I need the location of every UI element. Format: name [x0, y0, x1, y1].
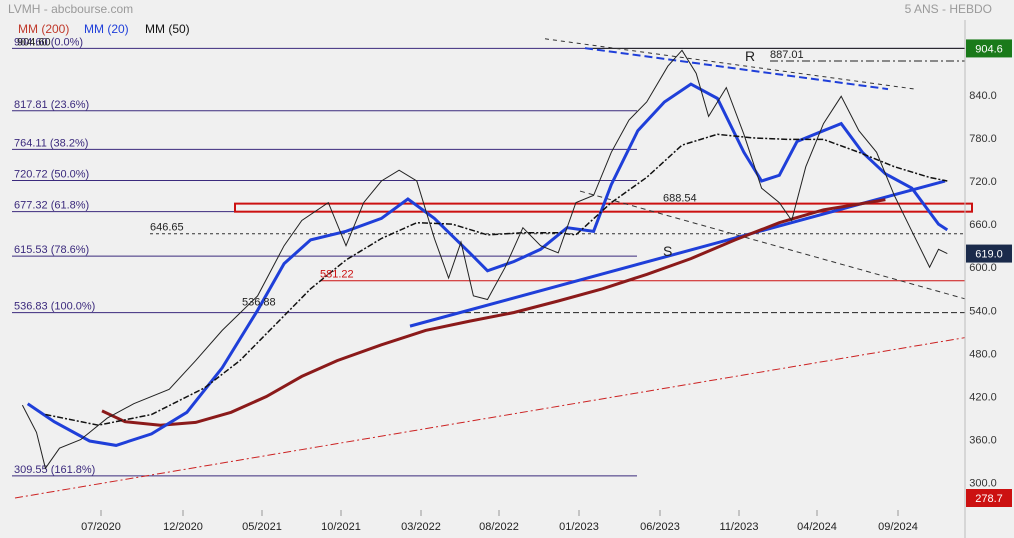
price-badge — [966, 489, 1012, 508]
annotation-label: 646.65 — [150, 222, 184, 234]
annotation-label: 581.22 — [320, 269, 354, 281]
fibonacci-label: 615.53 (78.6%) — [14, 244, 89, 256]
y-tick-label: 540.0 — [969, 305, 997, 317]
price-badge-label: 619.0 — [975, 249, 1003, 261]
x-tick-label: 06/2023 — [640, 521, 680, 533]
x-tick-label: 08/2022 — [479, 521, 519, 533]
fibonacci-label: 677.32 (61.8%) — [14, 200, 89, 212]
y-tick-label: 600.0 — [969, 262, 997, 274]
y-tick-label: 660.0 — [969, 219, 997, 231]
y-tick-label: 300.0 — [969, 478, 997, 490]
chart-period: 5 ANS - HEBDO — [905, 2, 992, 16]
y-tick-label: 360.0 — [969, 435, 997, 447]
moving-average-line — [101, 198, 886, 427]
fibonacci-label: 817.81 (23.6%) — [14, 99, 89, 111]
y-tick-label: 780.0 — [969, 133, 997, 145]
x-tick-label: 05/2021 — [242, 521, 282, 533]
fibonacci-label: 536.83 (100.0%) — [14, 301, 95, 313]
x-tick-label: 07/2020 — [81, 521, 121, 533]
fibonacci-label: 904.60 (0.0%) — [14, 36, 83, 48]
annotations: 904.60 887.01 688.54 646.65 581.22 536.88 R S — [17, 36, 804, 308]
x-tick-label: 09/2024 — [878, 521, 918, 533]
x-tick-label: 12/2020 — [163, 521, 203, 533]
price-badge — [966, 244, 1012, 263]
moving-average-line — [26, 82, 949, 447]
annotation-label: S — [663, 243, 672, 259]
price-badge-label: 278.7 — [975, 493, 1003, 505]
fibonacci-label: 309.55 (161.8%) — [14, 464, 95, 476]
x-tick-label: 10/2021 — [321, 521, 361, 533]
blue-resistance-trendline — [584, 47, 889, 91]
lower-dashed-trendline — [579, 190, 966, 300]
x-tick-label: 01/2023 — [559, 521, 599, 533]
series-lines — [21, 49, 949, 470]
x-tick-label: 11/2023 — [720, 521, 759, 533]
y-axis: 300.0 360.0 420.0 480.0 540.0 600.0 660.0 720.0… — [964, 20, 997, 538]
price-badges: 904.6 619.0 278.7 — [966, 39, 1012, 508]
moving-average-line — [45, 133, 948, 426]
long-term-support-line — [14, 337, 966, 499]
upper-dashed-trendline — [544, 38, 916, 90]
price-badge-label: 904.6 — [975, 43, 1003, 55]
y-tick-label: 840.0 — [969, 90, 997, 102]
legend-mm50: MM (50) — [145, 22, 190, 36]
fibonacci-label: 720.72 (50.0%) — [14, 169, 89, 181]
legend-mm200: MM (200) — [18, 22, 69, 36]
annotation-label: R — [745, 48, 755, 64]
fibonacci-label: 764.11 (38.2%) — [14, 137, 88, 149]
price-badge — [966, 39, 1012, 58]
price-line — [21, 49, 948, 470]
legend-mm20: MM (20) — [84, 22, 129, 36]
x-axis: 07/2020 12/2020 05/2021 10/2021 03/2022 08/20… — [81, 510, 918, 533]
annotation-label: 688.54 — [663, 193, 697, 205]
annotation-label: 904.60 — [17, 36, 51, 48]
annotation-label: 536.88 — [242, 297, 276, 309]
annotation-label: 887.01 — [770, 49, 804, 61]
chart-title: LVMH - abcbourse.com — [8, 2, 133, 16]
y-tick-label: 420.0 — [969, 392, 997, 404]
y-tick-label: 720.0 — [969, 176, 997, 188]
y-tick-label: 480.0 — [969, 348, 997, 360]
x-tick-label: 03/2022 — [401, 521, 441, 533]
x-tick-label: 04/2024 — [797, 521, 837, 533]
